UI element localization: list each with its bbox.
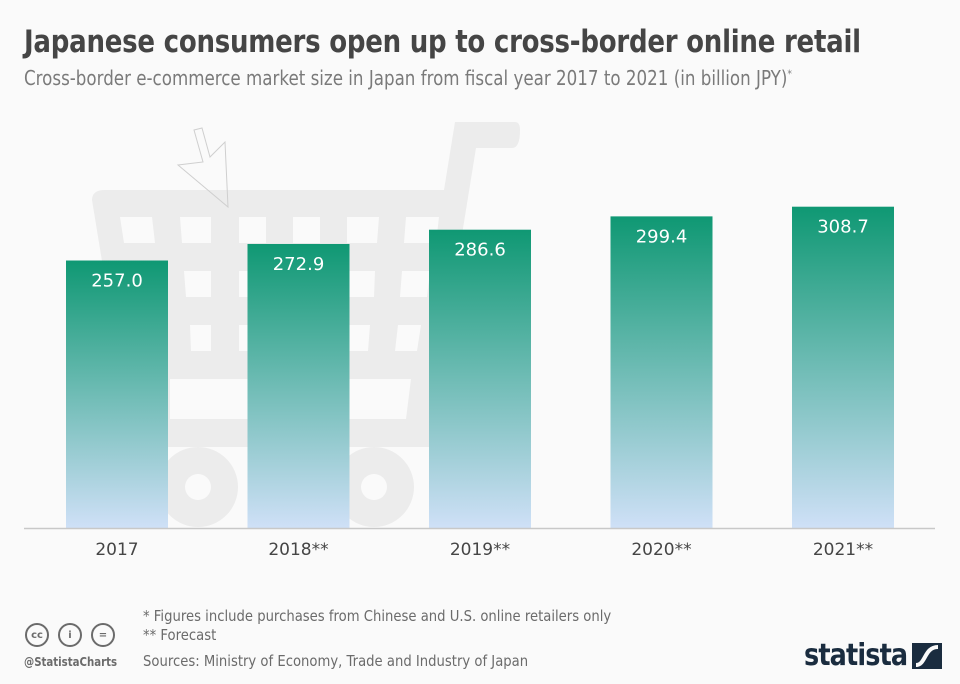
statista-logo-icon	[912, 642, 942, 669]
x-tick-label: 2019**	[450, 540, 510, 560]
bar-2020	[610, 216, 713, 529]
chart-title: Japanese consumers open up to cross-bord…	[24, 24, 861, 60]
cc-label: cc	[31, 629, 43, 641]
data-label: 299.4	[636, 226, 688, 247]
bar-2019	[429, 229, 531, 529]
statista-logo[interactable]: statista	[804, 638, 942, 673]
x-tick-label: 2020**	[631, 540, 691, 560]
bar-2018	[247, 243, 350, 528]
cc-license-icon[interactable]: cc	[25, 623, 49, 647]
cursor-arrow-icon	[176, 127, 229, 209]
bar-2017	[66, 260, 168, 528]
statista-handle[interactable]: @StatistaCharts	[24, 655, 118, 669]
no-derivatives-icon[interactable]: =	[91, 623, 115, 647]
subtitle-marker: *	[787, 67, 792, 81]
chart-subtitle: Cross-border e-commerce market size in J…	[24, 66, 792, 90]
data-label: 257.0	[91, 271, 143, 292]
bar-2021	[792, 206, 894, 528]
attribution-icon[interactable]: i	[58, 623, 82, 647]
data-label: 286.6	[454, 240, 506, 261]
data-label: 272.9	[273, 254, 325, 275]
no-derivatives-label: =	[98, 629, 108, 641]
x-tick-label: 2018**	[268, 540, 328, 560]
footnote-figures: * Figures include purchases from Chinese…	[143, 607, 612, 625]
x-tick-label: 2021**	[813, 540, 873, 560]
subtitle-text: Cross-border e-commerce market size in J…	[24, 66, 788, 90]
attribution-label: i	[68, 629, 72, 641]
footnote-forecast: ** Forecast	[143, 626, 217, 644]
statista-logo-text: statista	[804, 638, 908, 673]
x-tick-label: 2017	[95, 540, 138, 560]
sources: Sources: Ministry of Economy, Trade and …	[143, 652, 529, 670]
data-label: 308.7	[817, 217, 869, 238]
